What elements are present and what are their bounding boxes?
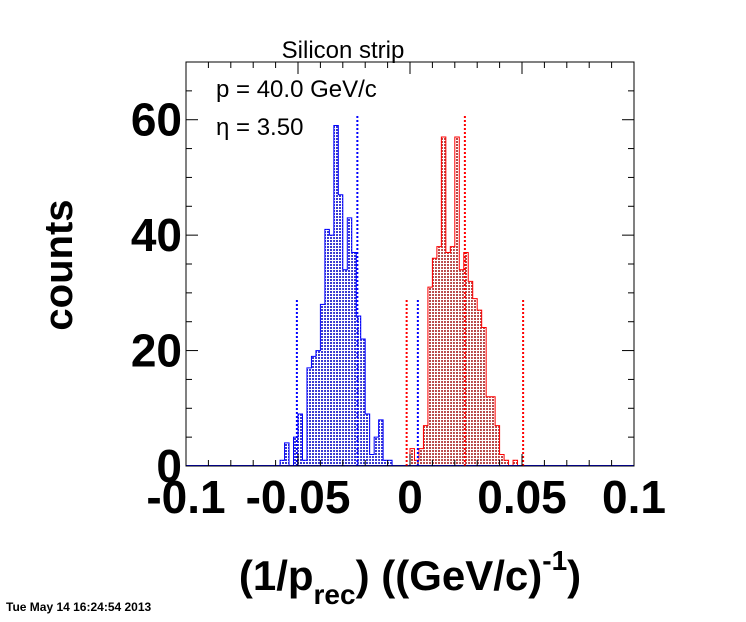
x-axis-label-units: ) ((GeV/c) xyxy=(356,552,543,599)
histogram-bin xyxy=(463,252,469,466)
histogram-bin xyxy=(342,269,348,466)
histogram-bin xyxy=(347,217,352,466)
histogram-bin xyxy=(329,235,334,466)
x-tick-label: 0.1 xyxy=(602,471,666,523)
histogram-bin xyxy=(338,194,343,466)
chart-title: Silicon strip xyxy=(282,37,405,64)
y-tick-label: 40 xyxy=(131,209,182,261)
histogram-bin xyxy=(468,281,473,466)
histogram-bin xyxy=(360,339,366,466)
histogram-bars xyxy=(186,124,634,467)
timestamp-footer: Tue May 14 16:24:54 2013 xyxy=(6,600,152,614)
eta-annotation: η = 3.50 xyxy=(216,114,303,141)
histogram-bin xyxy=(432,258,437,466)
x-tick-label: -0.05 xyxy=(246,471,351,523)
histogram-bin xyxy=(472,298,478,466)
x-axis-label: (1/prec) ((GeV/c)-1) xyxy=(239,545,581,610)
histogram-bin xyxy=(302,460,307,466)
histogram-bin xyxy=(450,246,455,466)
x-axis-label-close: ) xyxy=(567,552,581,599)
x-tick-label: 0.05 xyxy=(477,471,567,523)
mean-lines xyxy=(295,113,525,466)
histogram-bin xyxy=(513,460,518,466)
histogram-bin xyxy=(324,229,330,466)
y-axis-label: counts xyxy=(37,199,81,330)
histogram-bin xyxy=(306,367,312,466)
histogram-bin xyxy=(378,419,384,466)
histogram-bin xyxy=(387,460,393,466)
histogram-outline xyxy=(409,136,519,467)
histogram-bin xyxy=(410,448,415,466)
x-axis-label-main: (1/p xyxy=(239,552,314,599)
histogram-bin xyxy=(459,269,464,466)
histogram-bin xyxy=(280,460,285,466)
histogram-bin xyxy=(477,310,482,466)
histogram-bin xyxy=(481,327,487,466)
histogram-bin xyxy=(315,350,321,466)
histogram-bin xyxy=(298,414,303,466)
y-tick-labels: 0 20 40 60 xyxy=(131,94,182,492)
histogram-bin xyxy=(356,315,361,466)
histogram-bin xyxy=(333,125,339,466)
y-tick-label: 0 xyxy=(156,440,182,492)
histogram-bin xyxy=(486,396,491,466)
histogram-bin xyxy=(454,137,460,466)
histogram-bin xyxy=(365,414,370,466)
momentum-annotation: p = 40.0 GeV/c xyxy=(216,76,377,103)
histogram-bin xyxy=(284,442,290,466)
histogram-bin xyxy=(383,460,388,466)
histogram-bin xyxy=(436,246,442,466)
histogram-bin xyxy=(441,137,446,466)
histogram-bin xyxy=(423,425,428,466)
y-tick-label: 60 xyxy=(131,94,182,146)
histogram-bin xyxy=(351,252,357,466)
x-tick-labels: -0.1 -0.05 0 0.05 0.1 xyxy=(146,471,666,523)
histogram-bin xyxy=(418,448,424,466)
histogram-bin xyxy=(369,454,375,466)
histogram-bin xyxy=(499,454,505,466)
x-tick-label: 0 xyxy=(397,471,423,523)
histogram-bin xyxy=(374,437,379,466)
x-tick-label: -0.1 xyxy=(146,471,225,523)
histogram-bin xyxy=(445,252,451,466)
histogram-bin xyxy=(293,437,298,466)
histogram-bin xyxy=(320,304,325,466)
x-axis-label-subscript: rec xyxy=(314,579,356,610)
series-0 xyxy=(279,124,393,467)
y-tick-label: 20 xyxy=(131,325,182,377)
histogram-bin xyxy=(427,287,433,466)
histogram-bin xyxy=(311,356,316,466)
x-axis-label-superscript: -1 xyxy=(542,545,567,576)
histogram-outline xyxy=(279,124,393,467)
histogram-bin xyxy=(414,460,419,466)
series-1 xyxy=(409,136,519,467)
histogram-bin xyxy=(490,396,496,466)
histogram-bin xyxy=(504,460,509,466)
axis-ticks xyxy=(185,61,635,467)
histogram-bin xyxy=(495,425,500,466)
